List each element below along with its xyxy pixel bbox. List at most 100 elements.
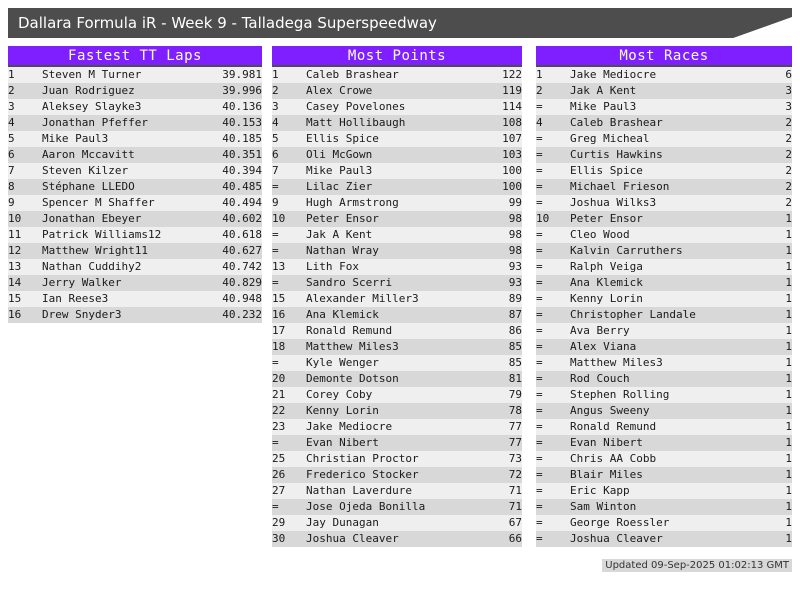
row-driver-name: Joshua Cleaver (306, 532, 399, 545)
row-position: 9 (8, 196, 15, 209)
table-row: = Ellis Spice 2 (536, 163, 792, 179)
row-value: 1 (785, 500, 792, 513)
row-position: = (536, 516, 543, 529)
row-driver-name: Stéphane LLEDO (42, 180, 135, 193)
row-value: 39.996 (222, 84, 262, 97)
row-position: 9 (272, 196, 279, 209)
table-row: = Curtis Hawkins 2 (536, 147, 792, 163)
row-position: = (536, 452, 543, 465)
row-value: 1 (785, 436, 792, 449)
row-driver-name: Jay Dunagan (306, 516, 379, 529)
row-value: 78 (508, 404, 522, 417)
row-value: 3 (785, 84, 792, 97)
row-position: 12 (8, 244, 22, 257)
table-row: 26 Frederico Stocker 72 (272, 467, 522, 483)
row-driver-name: Sam Winton (570, 500, 637, 513)
table-row: = Christopher Landale 1 (536, 307, 792, 323)
table-row: = Kyle Wenger 85 (272, 355, 522, 371)
table-row: = Ana Klemick 1 (536, 275, 792, 291)
row-position: 6 (272, 148, 279, 161)
row-value: 40.136 (222, 100, 262, 113)
row-position: = (536, 196, 543, 209)
row-driver-name: Matthew Wright11 (42, 244, 148, 257)
row-value: 85 (508, 340, 522, 353)
row-position: 18 (272, 340, 286, 353)
row-position: = (536, 324, 543, 337)
title-bar: Dallara Formula iR - Week 9 - Talladega … (8, 8, 792, 38)
row-position: 11 (8, 228, 22, 241)
row-value: 79 (508, 388, 522, 401)
row-driver-name: Demonte Dotson (306, 372, 399, 385)
leaderboard-panel-most-races: Most Races 1 Jake Mediocre 6 2 Jak A Kent 3 = M… (536, 46, 792, 547)
row-driver-name: Alex Crowe (306, 84, 373, 97)
table-row: = Sam Winton 1 (536, 499, 792, 515)
row-position: 17 (272, 324, 286, 337)
row-position: 16 (272, 308, 286, 321)
row-value: 2 (785, 180, 792, 193)
row-position: 23 (272, 420, 286, 433)
row-driver-name: Oli McGown (306, 148, 373, 161)
row-position: 6 (8, 148, 15, 161)
updated-timestamp: Updated 09-Sep-2025 01:02:13 GMT (602, 559, 792, 572)
row-position: 2 (272, 84, 279, 97)
row-position: = (272, 356, 279, 369)
row-driver-name: Matt Hollibaugh (306, 116, 406, 129)
row-driver-name: Stephen Rolling (570, 388, 670, 401)
row-value: 87 (508, 308, 522, 321)
row-position: = (536, 500, 543, 513)
table-row: = Nathan Wray 98 (272, 243, 522, 259)
row-driver-name: Curtis Hawkins (570, 148, 663, 161)
row-driver-name: Evan Nibert (570, 436, 643, 449)
table-row: = Matthew Miles3 1 (536, 355, 792, 371)
row-value: 6 (785, 68, 792, 81)
row-driver-name: Ellis Spice (570, 164, 643, 177)
row-driver-name: Steven M Turner (42, 68, 142, 81)
row-driver-name: Corey Coby (306, 388, 373, 401)
row-value: 1 (785, 324, 792, 337)
row-value: 1 (785, 276, 792, 289)
row-position: = (536, 372, 543, 385)
row-value: 2 (785, 148, 792, 161)
row-value: 114 (502, 100, 522, 113)
row-value: 2 (785, 116, 792, 129)
row-driver-name: Juan Rodriguez (42, 84, 135, 97)
table-row: = Jose Ojeda Bonilla 71 (272, 499, 522, 515)
row-position: 4 (8, 116, 15, 129)
panel-title: Fastest TT Laps (8, 46, 262, 67)
leaderboard-table: 1 Jake Mediocre 6 2 Jak A Kent 3 = Mike Paul3 3 4… (536, 67, 792, 547)
row-value: 39.981 (222, 68, 262, 81)
row-driver-name: Lith Fox (306, 260, 359, 273)
row-driver-name: Kenny Lorin (306, 404, 379, 417)
row-position: = (272, 436, 279, 449)
table-row: 10 Peter Ensor 1 (536, 211, 792, 227)
row-value: 1 (785, 452, 792, 465)
row-value: 1 (785, 468, 792, 481)
row-driver-name: Mike Paul3 (42, 132, 109, 145)
row-value: 93 (508, 276, 522, 289)
row-value: 40.948 (222, 292, 262, 305)
row-driver-name: Joshua Wilks3 (570, 196, 657, 209)
row-value: 1 (785, 484, 792, 497)
row-driver-name: Eric Kapp (570, 484, 630, 497)
row-position: = (536, 356, 543, 369)
row-driver-name: Ralph Veiga (570, 260, 643, 273)
table-row: = Chris AA Cobb 1 (536, 451, 792, 467)
row-position: = (536, 100, 543, 113)
table-row: = Greg Micheal 2 (536, 131, 792, 147)
row-position: 22 (272, 404, 286, 417)
row-position: 5 (272, 132, 279, 145)
row-value: 100 (502, 180, 522, 193)
row-position: 10 (272, 212, 286, 225)
row-value: 86 (508, 324, 522, 337)
row-position: 21 (272, 388, 286, 401)
row-value: 1 (785, 340, 792, 353)
row-value: 1 (785, 372, 792, 385)
row-driver-name: Jak A Kent (570, 84, 637, 97)
table-row: = George Roessler 1 (536, 515, 792, 531)
row-driver-name: Ronald Remund (306, 324, 393, 337)
row-value: 1 (785, 308, 792, 321)
row-position: = (536, 276, 543, 289)
row-driver-name: Lilac Zier (306, 180, 373, 193)
row-position: 2 (536, 84, 543, 97)
table-row: 2 Juan Rodriguez 39.996 (8, 83, 262, 99)
